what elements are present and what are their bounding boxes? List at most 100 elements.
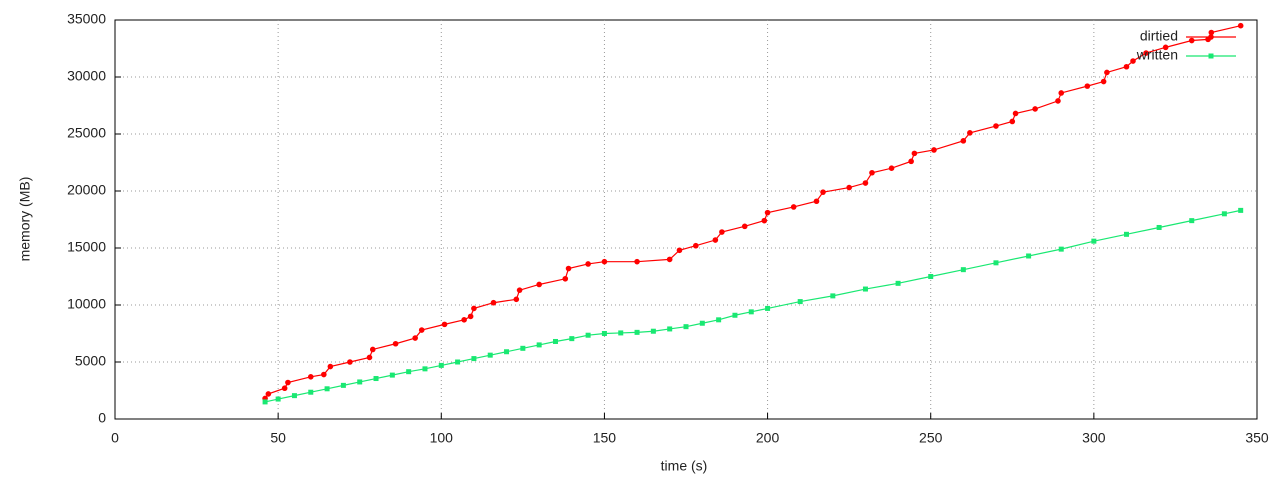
data-point: [764, 209, 771, 216]
y-tick-label: 15000: [67, 239, 106, 255]
data-point: [1058, 90, 1065, 96]
data-point: [869, 169, 875, 176]
data-point: [993, 260, 999, 266]
y-tick-label: 30000: [67, 68, 106, 84]
data-point: [265, 391, 272, 397]
data-point: [1123, 63, 1130, 70]
data-point: [461, 317, 467, 323]
data-point: [412, 335, 418, 341]
data-point: [1058, 246, 1064, 252]
data-point: [291, 393, 297, 399]
data-point: [275, 396, 281, 402]
y-tick-label: 5000: [75, 353, 106, 369]
data-point: [389, 372, 395, 378]
data-point: [536, 342, 542, 348]
data-point: [552, 338, 558, 344]
data-point: [862, 180, 869, 186]
y-tick-label: 0: [98, 410, 106, 426]
data-point: [797, 299, 803, 305]
data-point: [683, 324, 689, 330]
data-point: [418, 327, 425, 333]
data-point: [666, 256, 673, 263]
data-point: [513, 296, 520, 303]
x-axis-label: time (s): [661, 458, 708, 474]
data-point: [1032, 106, 1038, 112]
data-point: [281, 385, 288, 392]
data-point: [321, 371, 327, 378]
data-point: [634, 329, 640, 335]
data-point: [1104, 69, 1110, 76]
data-point: [467, 313, 474, 320]
x-tick-label: 350: [1245, 430, 1269, 446]
data-point: [565, 265, 572, 272]
data-point: [1208, 29, 1215, 36]
y-tick-label: 10000: [67, 296, 106, 312]
data-point: [911, 150, 918, 157]
data-point: [520, 345, 526, 351]
data-point: [1055, 98, 1061, 104]
data-point: [490, 299, 497, 306]
data-point: [967, 130, 973, 136]
data-point: [406, 369, 412, 375]
data-point: [1162, 44, 1169, 51]
data-point: [262, 399, 268, 405]
data-point: [813, 198, 820, 205]
x-tick-label: 50: [270, 430, 286, 446]
data-point: [761, 217, 768, 224]
data-point: [471, 356, 477, 362]
legend-marker: [1208, 53, 1214, 59]
data-point: [712, 237, 719, 243]
data-point: [1188, 37, 1195, 44]
data-point: [928, 274, 934, 279]
data-point: [327, 363, 334, 370]
data-point: [908, 158, 914, 165]
y-tick-label: 35000: [67, 11, 106, 27]
data-point: [285, 379, 291, 386]
data-point: [960, 138, 967, 144]
data-point: [618, 330, 624, 336]
data-point: [741, 223, 748, 230]
data-point: [1012, 110, 1019, 117]
x-tick-label: 0: [111, 430, 119, 446]
data-point: [820, 189, 826, 195]
data-point: [1091, 238, 1097, 244]
data-point: [960, 267, 966, 273]
data-point: [422, 366, 428, 372]
data-point: [1189, 218, 1195, 224]
data-point: [324, 386, 330, 392]
data-point: [504, 349, 510, 355]
data-point: [516, 287, 523, 293]
data-point: [692, 242, 699, 249]
data-point: [308, 389, 314, 395]
data-point: [441, 321, 448, 328]
x-tick-label: 300: [1082, 430, 1106, 446]
data-point: [1143, 50, 1149, 56]
data-point: [1156, 224, 1162, 230]
data-point: [536, 281, 542, 288]
data-point: [790, 204, 797, 210]
data-point: [719, 229, 725, 235]
data-point: [862, 286, 868, 292]
data-point: [634, 258, 640, 265]
data-point: [307, 374, 314, 380]
data-point: [765, 305, 771, 311]
y-axis-label: memory (MB): [17, 177, 33, 262]
data-point: [732, 312, 738, 318]
data-point: [369, 346, 376, 353]
data-point: [601, 331, 607, 336]
data-point: [585, 332, 591, 338]
data-point: [1100, 78, 1107, 85]
data-point: [993, 123, 999, 129]
data-point: [830, 293, 836, 299]
data-point: [1026, 253, 1032, 259]
legend-label: written: [1136, 47, 1178, 63]
plot-frame: [114, 19, 1258, 420]
y-tick-label: 25000: [67, 125, 106, 141]
data-point: [471, 305, 477, 312]
data-point: [748, 309, 754, 315]
x-tick-label: 100: [430, 430, 454, 446]
data-point: [676, 247, 683, 254]
data-point: [340, 382, 346, 388]
x-tick-label: 200: [756, 430, 780, 446]
